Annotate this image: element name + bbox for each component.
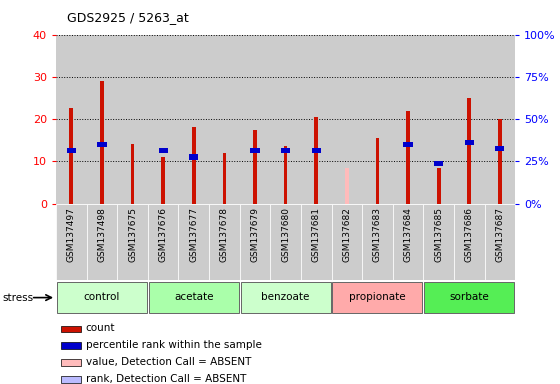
Bar [301, 204, 332, 280]
Text: rank, Detection Call = ABSENT: rank, Detection Call = ABSENT [86, 374, 246, 384]
Bar [189, 154, 198, 160]
Bar [60, 326, 81, 332]
Text: GDS2925 / 5263_at: GDS2925 / 5263_at [67, 12, 189, 25]
Text: GSM137685: GSM137685 [434, 207, 443, 262]
Text: GSM137498: GSM137498 [97, 207, 106, 262]
Bar [179, 204, 209, 280]
Bar [423, 204, 454, 280]
Bar [87, 204, 117, 280]
Bar [67, 148, 76, 154]
Bar [60, 343, 81, 349]
Bar [270, 35, 301, 204]
Text: GSM137687: GSM137687 [496, 207, 505, 262]
Bar [179, 35, 209, 204]
Text: GSM137684: GSM137684 [404, 207, 413, 262]
Bar [406, 111, 410, 204]
Bar [468, 98, 471, 204]
Bar [56, 204, 87, 280]
Bar [60, 359, 81, 366]
Text: count: count [86, 323, 115, 333]
Bar [161, 157, 165, 204]
Bar [69, 109, 73, 204]
Bar [87, 35, 117, 204]
Bar [60, 376, 81, 382]
Bar [424, 282, 514, 313]
Text: GSM137678: GSM137678 [220, 207, 229, 262]
Bar [454, 35, 484, 204]
Text: benzoate: benzoate [262, 292, 310, 302]
Bar [284, 147, 287, 204]
Text: acetate: acetate [174, 292, 213, 302]
Bar [130, 144, 134, 204]
Text: GSM137677: GSM137677 [189, 207, 198, 262]
Bar [209, 204, 240, 280]
Bar [423, 35, 454, 204]
Bar [332, 35, 362, 204]
Text: value, Detection Call = ABSENT: value, Detection Call = ABSENT [86, 357, 251, 367]
Bar [403, 142, 413, 147]
Bar [158, 148, 168, 154]
Text: GSM137681: GSM137681 [312, 207, 321, 262]
Bar [209, 35, 240, 204]
Text: GSM137675: GSM137675 [128, 207, 137, 262]
Bar [311, 148, 321, 154]
Bar [241, 282, 330, 313]
Bar [250, 148, 260, 154]
Bar [57, 282, 147, 313]
Bar [222, 153, 226, 204]
Bar [100, 81, 104, 204]
Bar [192, 127, 195, 204]
Bar [393, 35, 423, 204]
Bar [56, 35, 87, 204]
Bar [148, 204, 179, 280]
Bar [362, 35, 393, 204]
Bar [117, 204, 148, 280]
Bar [362, 204, 393, 280]
Bar [437, 168, 441, 204]
Bar [484, 204, 515, 280]
Text: GSM137683: GSM137683 [373, 207, 382, 262]
Text: percentile rank within the sample: percentile rank within the sample [86, 340, 262, 350]
Text: stress: stress [3, 293, 34, 303]
Bar [465, 139, 474, 145]
Bar [393, 204, 423, 280]
Bar [345, 168, 349, 204]
Text: GSM137676: GSM137676 [158, 207, 167, 262]
Bar [117, 35, 148, 204]
Bar [148, 35, 179, 204]
Bar [281, 148, 290, 154]
Bar [333, 282, 422, 313]
Text: sorbate: sorbate [450, 292, 489, 302]
Bar [314, 117, 318, 204]
Text: GSM137680: GSM137680 [281, 207, 290, 262]
Bar [253, 130, 257, 204]
Bar [484, 35, 515, 204]
Bar [454, 204, 484, 280]
Bar [301, 35, 332, 204]
Bar [332, 204, 362, 280]
Bar [270, 204, 301, 280]
Bar [498, 119, 502, 204]
Bar [434, 161, 444, 166]
Text: GSM137682: GSM137682 [342, 207, 351, 262]
Bar [376, 138, 379, 204]
Text: control: control [84, 292, 120, 302]
Text: propionate: propionate [349, 292, 406, 302]
Bar [240, 204, 270, 280]
Bar [97, 142, 106, 147]
Bar [495, 146, 505, 151]
Text: GSM137679: GSM137679 [250, 207, 259, 262]
Bar [149, 282, 239, 313]
Text: GSM137497: GSM137497 [67, 207, 76, 262]
Bar [240, 35, 270, 204]
Text: GSM137686: GSM137686 [465, 207, 474, 262]
